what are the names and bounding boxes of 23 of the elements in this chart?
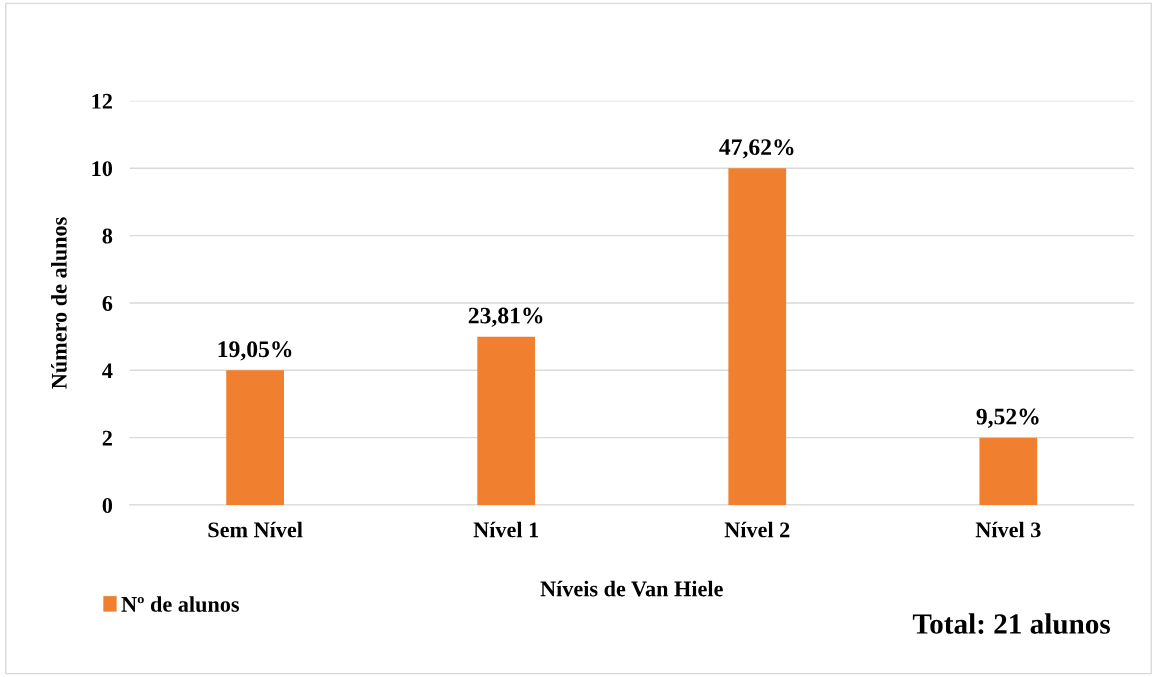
y-tick-label: 8 — [102, 228, 113, 244]
y-tick-label: 12 — [92, 93, 112, 109]
x-tick-label: Sem Nível — [208, 521, 303, 538]
x-tick-label: Nível 3 — [975, 521, 1041, 538]
y-axis-title: Número de alunos — [51, 217, 67, 389]
y-tick-label: 10 — [92, 161, 113, 177]
x-tick-label: Nível 1 — [473, 521, 539, 538]
y-tick-label: 0 — [102, 497, 113, 513]
legend-label: Nº de alunos — [121, 596, 240, 612]
x-tick-label: Nível 2 — [724, 521, 790, 538]
bar — [979, 437, 1038, 506]
bar — [226, 370, 284, 506]
bar — [728, 168, 787, 506]
bar — [477, 336, 536, 506]
y-tick-label: 4 — [102, 363, 113, 379]
x-axis-title: Níveis de Van Hiele — [540, 580, 723, 597]
annotation: 9,52% — [976, 408, 1039, 428]
annotation: 47,62% — [719, 139, 794, 159]
text: Total: 21 alunos — [912, 613, 1111, 634]
y-tick-label: 2 — [102, 430, 112, 446]
annotation: 19,05% — [218, 341, 292, 361]
y-tick-label: 6 — [102, 295, 113, 311]
annotation: 23,81% — [468, 307, 543, 327]
